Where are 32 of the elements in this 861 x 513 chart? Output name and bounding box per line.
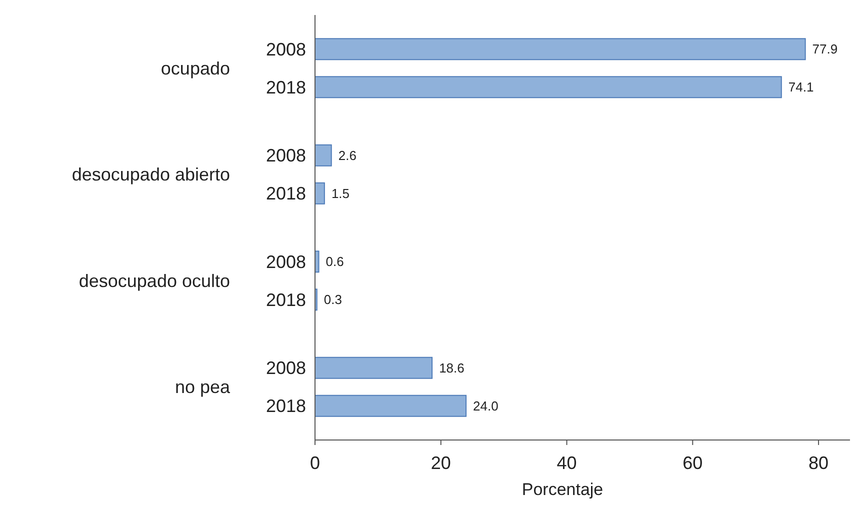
data-label: 0.6: [326, 254, 344, 270]
text: 2018: [266, 290, 306, 310]
bar: [314, 38, 806, 60]
text: 2008: [266, 146, 306, 166]
bar: [314, 144, 332, 166]
y-tick-label: desocupado abierto: [72, 164, 230, 185]
x-tick-label: 20: [430, 453, 451, 473]
x-tick-label: 40: [556, 453, 577, 473]
data-label: 0.3: [324, 292, 342, 308]
text: 2008: [266, 358, 306, 378]
text: 2008: [266, 252, 306, 272]
x-tick-label: 60: [682, 453, 703, 473]
data-label: 74.1: [788, 80, 814, 95]
x-tick-label: 80: [808, 453, 829, 473]
y-tick-label: no pea: [174, 377, 231, 398]
data-label: 1.5: [331, 186, 350, 201]
y-tick-label: desocupado oculto: [78, 270, 230, 291]
series-label: 2008: [266, 39, 306, 60]
text: 2018: [266, 184, 306, 204]
bar: [314, 182, 325, 204]
data-label: 2.6: [338, 148, 356, 163]
x-axis-title: Porcentaje: [522, 480, 604, 499]
data-label: 18.6: [439, 360, 464, 376]
bar: [314, 356, 433, 379]
x-tick-label: 0: [310, 453, 320, 473]
data-label: 77.9: [812, 42, 838, 57]
bar: [314, 76, 782, 98]
series-label: 2018: [266, 77, 306, 98]
data-label: 24.0: [473, 398, 498, 414]
bar: [314, 394, 467, 417]
y-tick-label: ocupado: [160, 58, 230, 78]
text: 2018: [266, 396, 306, 416]
